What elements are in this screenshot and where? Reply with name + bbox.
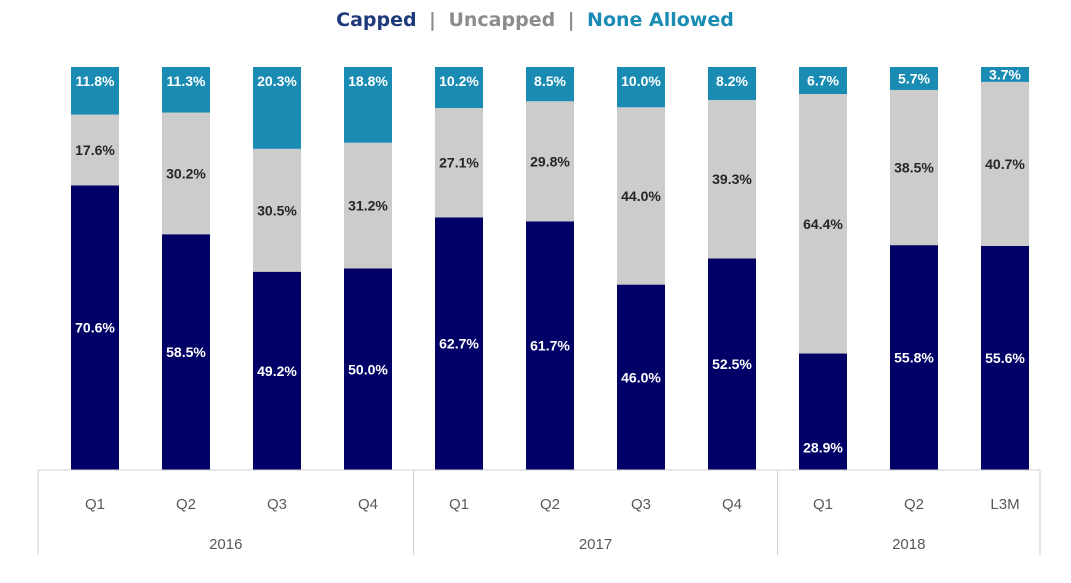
title-separator-1: | bbox=[429, 9, 436, 31]
bar-segment-capped-0 bbox=[71, 185, 119, 470]
bar-segment-capped-8 bbox=[799, 353, 847, 470]
data-label-capped-2: 49.2% bbox=[257, 363, 297, 379]
title-uncapped: Uncapped bbox=[448, 9, 555, 31]
data-label-none-allowed-5: 8.5% bbox=[534, 73, 566, 89]
data-label-capped-6: 46.0% bbox=[621, 369, 661, 385]
bar-segment-none-allowed-10 bbox=[981, 67, 1029, 82]
bar-segment-uncapped-6 bbox=[617, 107, 665, 285]
data-label-uncapped-3: 31.2% bbox=[348, 198, 388, 214]
bar-segment-none-allowed-1 bbox=[162, 67, 210, 113]
data-label-none-allowed-2: 20.3% bbox=[257, 73, 297, 89]
bar-segment-capped-1 bbox=[162, 234, 210, 470]
data-label-uncapped-7: 39.3% bbox=[712, 171, 752, 187]
bar-segment-none-allowed-4 bbox=[435, 67, 483, 109]
bar-segment-uncapped-1 bbox=[162, 112, 210, 235]
bar-segment-capped-4 bbox=[435, 217, 483, 470]
title-capped: Capped bbox=[336, 9, 416, 31]
bar-segment-capped-6 bbox=[617, 284, 665, 470]
category-axis: Q1 Q2 Q3 Q4 Q1 Q2 Q3 Q4 Q1 Q2 L3M 2016 2017 2018 bbox=[37, 469, 1041, 555]
data-label-none-allowed-3: 18.8% bbox=[348, 73, 388, 89]
data-label-none-allowed-8: 6.7% bbox=[807, 73, 839, 89]
bars-group: 70.6% 17.6% 11.8% 58.5% 30.2% 11.3% 49.2% 30.5%… bbox=[71, 66, 1029, 470]
data-label-capped-3: 50.0% bbox=[348, 361, 388, 377]
category-label-3: Q4 bbox=[358, 496, 378, 513]
bar-segment-none-allowed-7 bbox=[708, 67, 756, 101]
data-label-uncapped-6: 44.0% bbox=[621, 188, 661, 204]
data-label-capped-8: 28.9% bbox=[803, 440, 843, 456]
data-label-none-allowed-9: 5.7% bbox=[898, 70, 930, 86]
bar-segment-none-allowed-6 bbox=[617, 67, 665, 108]
category-label-10: L3M bbox=[990, 496, 1019, 513]
category-label-5: Q2 bbox=[540, 496, 560, 513]
bar-segment-uncapped-7 bbox=[708, 100, 756, 259]
bar-segment-uncapped-8 bbox=[799, 94, 847, 354]
bar-segment-uncapped-2 bbox=[253, 148, 301, 272]
data-label-uncapped-10: 40.7% bbox=[985, 156, 1025, 172]
category-label-4: Q1 bbox=[449, 496, 469, 513]
bar-segment-uncapped-5 bbox=[526, 101, 574, 222]
data-label-capped-5: 61.7% bbox=[530, 338, 570, 354]
data-label-capped-9: 55.8% bbox=[894, 350, 934, 366]
category-label-1: Q2 bbox=[176, 496, 196, 513]
group-label-2018: 2018 bbox=[892, 536, 925, 553]
bar-segment-capped-2 bbox=[253, 271, 301, 470]
bar-segment-capped-5 bbox=[526, 221, 574, 470]
title-none-allowed: None Allowed bbox=[587, 9, 734, 31]
bar-segment-none-allowed-0 bbox=[71, 67, 119, 115]
data-label-none-allowed-4: 10.2% bbox=[439, 73, 479, 89]
bar-segment-none-allowed-5 bbox=[526, 67, 574, 102]
bar-segment-uncapped-9 bbox=[890, 89, 938, 246]
bar-segment-none-allowed-8 bbox=[799, 67, 847, 95]
bar-segment-none-allowed-9 bbox=[890, 67, 938, 90]
data-label-capped-4: 62.7% bbox=[439, 336, 479, 352]
group-label-2017: 2017 bbox=[579, 536, 612, 553]
data-label-uncapped-8: 64.4% bbox=[803, 216, 843, 232]
data-label-uncapped-2: 30.5% bbox=[257, 202, 297, 218]
data-label-capped-0: 70.6% bbox=[75, 320, 115, 336]
data-label-uncapped-5: 29.8% bbox=[530, 153, 570, 169]
data-label-none-allowed-7: 8.2% bbox=[716, 73, 748, 89]
category-label-0: Q1 bbox=[85, 496, 105, 513]
group-label-2016: 2016 bbox=[209, 536, 242, 553]
category-label-8: Q1 bbox=[813, 496, 833, 513]
bar-segment-none-allowed-3 bbox=[344, 67, 392, 143]
data-label-uncapped-1: 30.2% bbox=[166, 165, 206, 181]
data-label-capped-10: 55.6% bbox=[985, 350, 1025, 366]
data-label-none-allowed-1: 11.3% bbox=[167, 73, 206, 89]
bar-segment-capped-10 bbox=[981, 245, 1029, 470]
data-label-none-allowed-0: 11.8% bbox=[76, 73, 115, 89]
data-label-none-allowed-10: 3.7% bbox=[989, 66, 1021, 82]
bar-segment-uncapped-0 bbox=[71, 114, 119, 186]
bar-segment-none-allowed-2 bbox=[253, 67, 301, 149]
chart-title: Capped | Uncapped | None Allowed bbox=[336, 9, 734, 31]
data-label-capped-7: 52.5% bbox=[712, 356, 752, 372]
data-label-uncapped-0: 17.6% bbox=[75, 142, 115, 158]
data-label-none-allowed-6: 10.0% bbox=[621, 73, 661, 89]
bar-segment-uncapped-4 bbox=[435, 108, 483, 218]
data-label-uncapped-4: 27.1% bbox=[439, 155, 479, 171]
bar-segment-capped-9 bbox=[890, 245, 938, 470]
data-label-capped-1: 58.5% bbox=[166, 344, 206, 360]
bar-segment-uncapped-3 bbox=[344, 142, 392, 269]
data-label-uncapped-9: 38.5% bbox=[894, 160, 934, 176]
category-label-7: Q4 bbox=[722, 496, 742, 513]
title-separator-2: | bbox=[568, 9, 575, 31]
category-label-2: Q3 bbox=[267, 496, 287, 513]
category-label-9: Q2 bbox=[904, 496, 924, 513]
bar-segment-uncapped-10 bbox=[981, 81, 1029, 246]
category-label-6: Q3 bbox=[631, 496, 651, 513]
bar-segment-capped-3 bbox=[344, 268, 392, 470]
bar-segment-capped-7 bbox=[708, 258, 756, 470]
